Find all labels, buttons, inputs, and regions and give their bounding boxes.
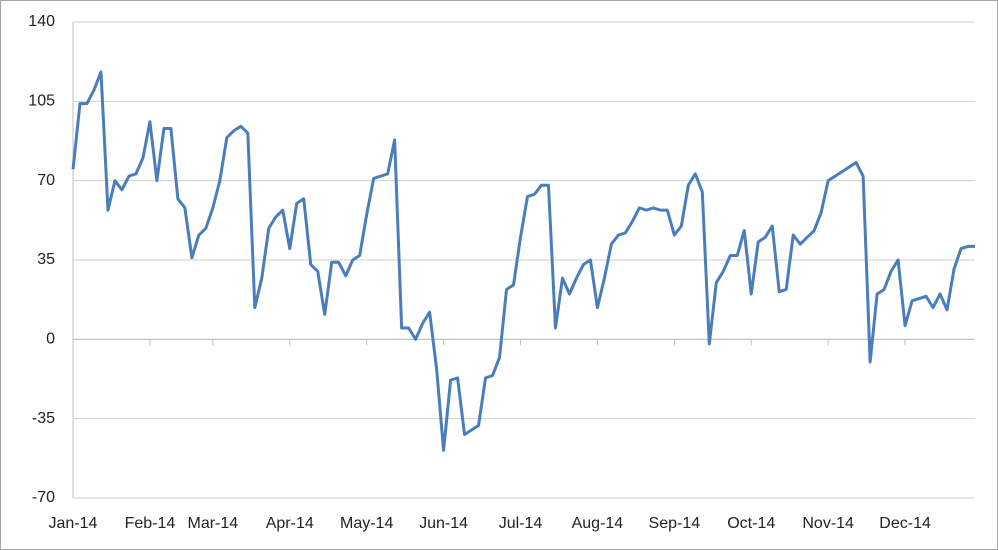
x-tick-label: Aug-14 xyxy=(572,515,624,532)
x-tick-label: Dec-14 xyxy=(879,515,931,532)
y-tick-label: -35 xyxy=(32,410,55,427)
y-tick-label: 140 xyxy=(28,13,55,30)
series-line xyxy=(71,70,975,452)
y-tick-label: 70 xyxy=(37,172,55,189)
y-tick-label: 0 xyxy=(46,331,55,348)
y-tick-label: 35 xyxy=(37,251,55,268)
x-tick-label: Jan-14 xyxy=(49,515,98,532)
y-tick-label: -70 xyxy=(32,489,55,506)
x-tick-label: Feb-14 xyxy=(125,515,176,532)
x-tick-label: Nov-14 xyxy=(802,515,854,532)
x-tick-label: Mar-14 xyxy=(188,515,239,532)
x-tick-label: Jun-14 xyxy=(419,515,468,532)
x-tick-label: May-14 xyxy=(340,515,393,532)
x-tick-label: Oct-14 xyxy=(727,515,775,532)
x-tick-label: Jul-14 xyxy=(499,515,543,532)
x-tick-label: Apr-14 xyxy=(266,515,314,532)
x-tick-label: Sep-14 xyxy=(649,515,701,532)
y-tick-label: 105 xyxy=(28,93,55,110)
